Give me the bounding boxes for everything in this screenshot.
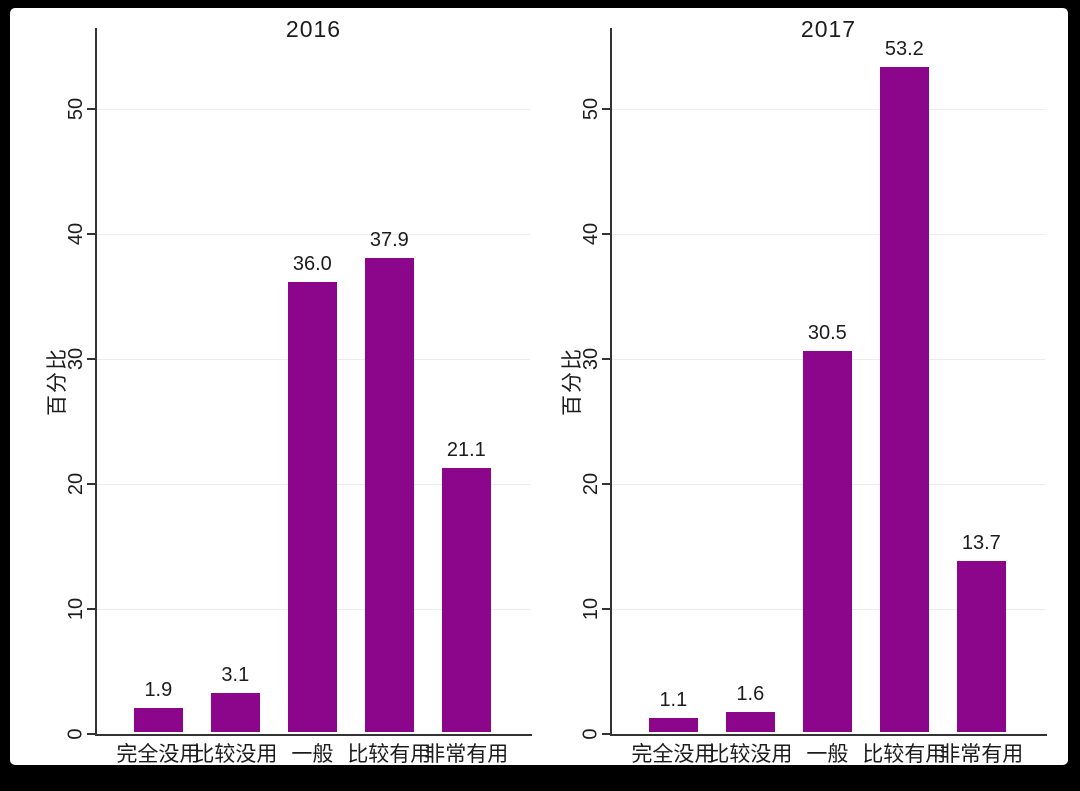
plot-area: 0 10 20 30 40 50 1.1 完全没用 1.6 比较没用 30.5 一般 53.2 比较有用 1… xyxy=(580,28,1047,766)
x-category-label: 比较没用 xyxy=(193,743,278,766)
bar-完全没用 xyxy=(648,718,698,732)
bar-value-label: 1.6 xyxy=(736,683,765,706)
x-category-label: 一般 xyxy=(806,743,849,766)
bar-非常有用 xyxy=(956,560,1006,732)
y-tick-10 xyxy=(602,608,610,611)
y-tick-10 xyxy=(87,608,95,611)
bar-非常有用 xyxy=(441,468,491,732)
x-category-label: 比较没用 xyxy=(708,743,793,766)
y-tick-label-text: 0 xyxy=(65,728,87,740)
y-tick-40 xyxy=(602,233,610,236)
gridline-50 xyxy=(612,108,1045,110)
y-tick-30 xyxy=(602,358,610,361)
x-category-label: 非常有用 xyxy=(424,743,509,766)
figure-canvas: 2016 百分比 0 10 20 30 40 50 1.9 完全没用 3.1 比较没用 36.0 一般… xyxy=(10,8,1068,766)
chart-title: 2016 xyxy=(285,16,342,42)
y-tick-label-text: 40 xyxy=(65,223,87,246)
y-tick-0 xyxy=(87,733,95,735)
y-tick-30 xyxy=(87,358,95,361)
y-tick-20 xyxy=(602,483,610,486)
x-category-label: 比较有用 xyxy=(862,743,947,766)
y-tick-50 xyxy=(87,108,95,111)
bar-value-label: 36.0 xyxy=(292,253,332,276)
x-category-label: 一般 xyxy=(291,743,334,766)
bar-value-label: 1.1 xyxy=(659,689,688,712)
bar-value-label: 30.5 xyxy=(807,321,847,344)
y-axis-line xyxy=(95,28,97,736)
x-category-label: 非常有用 xyxy=(939,743,1024,766)
y-tick-label-text: 30 xyxy=(580,348,602,371)
chart-title: 2017 xyxy=(800,16,857,42)
y-tick-label-text: 20 xyxy=(580,472,602,496)
x-axis-line xyxy=(610,734,1047,736)
bar-value-label: 37.9 xyxy=(369,229,409,252)
plot-area: 0 10 20 30 40 50 1.9 完全没用 3.1 比较没用 36.0 一般 37.9 比较有用 2… xyxy=(65,28,532,766)
y-tick-20 xyxy=(87,483,95,486)
bar-一般 xyxy=(287,282,337,732)
x-category-label: 比较有用 xyxy=(347,743,432,766)
bar-value-label: 21.1 xyxy=(446,439,486,462)
x-category-label: 完全没用 xyxy=(631,743,716,766)
chart-2016: 2016 百分比 0 10 20 30 40 50 1.9 完全没用 3.1 比较没用 36.0 一般… xyxy=(10,8,553,766)
bar-value-label: 3.1 xyxy=(221,664,250,687)
bar-比较有用 xyxy=(364,258,414,732)
bar-value-label: 13.7 xyxy=(961,531,1001,554)
y-tick-0 xyxy=(602,733,610,735)
y-tick-label-text: 0 xyxy=(580,728,602,740)
bar-value-label: 1.9 xyxy=(144,679,173,702)
bar-一般 xyxy=(802,350,852,732)
bar-比较没用 xyxy=(725,712,775,732)
gridline-50 xyxy=(97,108,530,110)
y-tick-label-text: 50 xyxy=(65,98,87,121)
y-tick-label-text: 40 xyxy=(580,223,602,246)
y-tick-label-text: 20 xyxy=(65,472,87,496)
y-tick-label-text: 10 xyxy=(580,597,602,621)
y-tick-50 xyxy=(602,108,610,111)
bar-value-label: 53.2 xyxy=(884,38,924,61)
gridline-40 xyxy=(97,233,530,235)
y-tick-label-text: 50 xyxy=(580,98,602,121)
x-category-label: 完全没用 xyxy=(116,743,201,766)
y-axis-line xyxy=(610,28,612,736)
y-tick-40 xyxy=(87,233,95,236)
y-tick-label-text: 10 xyxy=(65,597,87,621)
bar-完全没用 xyxy=(133,708,183,732)
chart-2017: 2017 百分比 0 10 20 30 40 50 1.1 完全没用 1.6 比较没用 30.5 一般… xyxy=(525,8,1068,766)
bar-比较有用 xyxy=(879,67,929,732)
gridline-40 xyxy=(612,233,1045,235)
bar-比较没用 xyxy=(210,693,260,732)
x-axis-line xyxy=(95,734,532,736)
y-tick-label-text: 30 xyxy=(65,348,87,371)
